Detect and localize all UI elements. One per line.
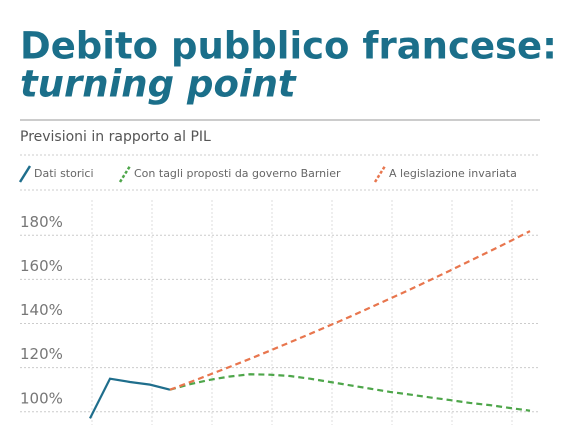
y-tick-label: 140% <box>20 301 63 319</box>
chart-subtitle: Previsioni in rapporto al PIL <box>20 129 211 145</box>
series-line <box>169 373 531 412</box>
y-tick-label: 100% <box>20 389 63 407</box>
y-tick-label: 120% <box>20 345 63 363</box>
legend-icon <box>373 165 387 183</box>
legend-label: A legislazione invariata <box>389 167 517 180</box>
chart-title-emphasis: turning point <box>20 63 297 106</box>
legend-label: Con tagli proposti da governo Barnier <box>134 167 341 180</box>
series-line <box>169 230 531 391</box>
chart-title: Debito pubblico francese: <box>20 25 557 68</box>
legend-icon <box>118 165 132 183</box>
legend-icon <box>18 165 32 183</box>
y-tick-label: 180% <box>20 213 63 231</box>
y-tick-label: 160% <box>20 257 63 275</box>
series-line <box>89 377 171 419</box>
legend-label: Dati storici <box>34 167 94 180</box>
